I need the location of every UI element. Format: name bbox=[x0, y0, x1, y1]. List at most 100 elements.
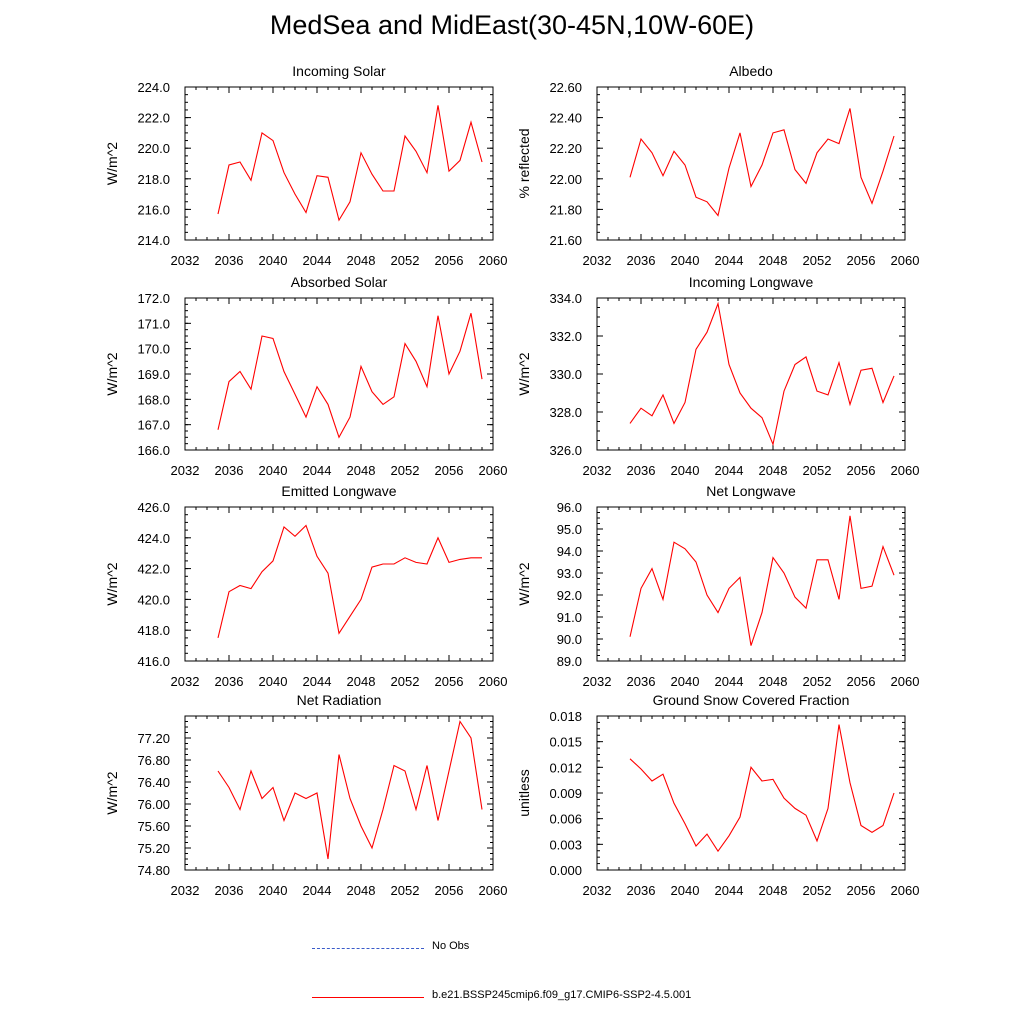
panel-title: Net Longwave bbox=[706, 483, 796, 499]
y-tick-label: 170.0 bbox=[137, 342, 170, 357]
x-tick-label: 2032 bbox=[583, 674, 612, 689]
x-tick-label: 2048 bbox=[347, 883, 376, 898]
y-tick-label: 0.000 bbox=[549, 863, 582, 878]
x-tick-label: 2032 bbox=[171, 463, 200, 478]
x-tick-label: 2056 bbox=[847, 674, 876, 689]
x-tick-label: 2052 bbox=[391, 463, 420, 478]
x-tick-label: 2040 bbox=[671, 883, 700, 898]
x-tick-label: 2052 bbox=[803, 253, 832, 268]
x-tick-label: 2032 bbox=[171, 674, 200, 689]
y-tick-label: 92.0 bbox=[557, 588, 582, 603]
y-tick-label: 222.0 bbox=[137, 111, 170, 126]
series-line bbox=[629, 515, 895, 646]
y-tick-label: 0.003 bbox=[549, 837, 582, 852]
x-tick-label: 2044 bbox=[303, 674, 332, 689]
x-tick-label: 2056 bbox=[435, 463, 464, 478]
x-tick-label: 2036 bbox=[627, 674, 656, 689]
series-line bbox=[629, 108, 895, 217]
x-tick-label: 2052 bbox=[803, 883, 832, 898]
y-tick-label: 77.20 bbox=[137, 731, 170, 746]
y-tick-label: 21.60 bbox=[549, 233, 582, 248]
x-tick-label: 2060 bbox=[891, 674, 920, 689]
y-tick-label: 334.0 bbox=[549, 291, 582, 306]
x-tick-label: 2060 bbox=[479, 253, 508, 268]
x-tick-label: 2056 bbox=[435, 674, 464, 689]
y-tick-label: 420.0 bbox=[137, 592, 170, 607]
x-tick-label: 2032 bbox=[583, 253, 612, 268]
y-axis-label: % reflected bbox=[516, 128, 532, 198]
x-tick-label: 2056 bbox=[847, 463, 876, 478]
y-tick-label: 169.0 bbox=[137, 367, 170, 382]
y-tick-label: 172.0 bbox=[137, 291, 170, 306]
y-tick-label: 332.0 bbox=[549, 329, 582, 344]
series-line bbox=[629, 301, 895, 447]
x-tick-label: 2036 bbox=[215, 253, 244, 268]
chart-panel: Emitted Longwave W/m^2 2032 2036 2040 2044 204… bbox=[104, 483, 507, 689]
y-tick-label: 0.018 bbox=[549, 709, 582, 724]
series-line bbox=[217, 720, 483, 860]
panel-title: Incoming Longwave bbox=[689, 274, 814, 290]
y-axis-label: W/m^2 bbox=[516, 562, 532, 605]
chart-panel: Absorbed Solar W/m^2 2032 2036 2040 2044 2048 2… bbox=[104, 274, 507, 478]
chart-panel: Net Radiation W/m^2 2032 2036 2040 2044 2048 20… bbox=[104, 692, 507, 898]
chart-panel: Albedo % reflected 2032 2036 2040 2044 2048 205… bbox=[516, 63, 919, 268]
x-tick-label: 2048 bbox=[347, 674, 376, 689]
y-tick-label: 91.0 bbox=[557, 610, 582, 625]
plot-frame bbox=[184, 86, 494, 241]
x-tick-label: 2048 bbox=[759, 253, 788, 268]
x-tick-label: 2048 bbox=[347, 463, 376, 478]
x-tick-label: 2032 bbox=[583, 883, 612, 898]
y-tick-label: 96.0 bbox=[557, 500, 582, 515]
legend-label: No Obs bbox=[432, 940, 470, 952]
x-tick-label: 2040 bbox=[259, 253, 288, 268]
y-tick-label: 76.00 bbox=[137, 797, 170, 812]
panel-title: Incoming Solar bbox=[292, 63, 386, 79]
y-tick-label: 76.40 bbox=[137, 775, 170, 790]
x-tick-label: 2052 bbox=[391, 674, 420, 689]
y-axis-label: W/m^2 bbox=[104, 352, 120, 395]
x-tick-label: 2036 bbox=[627, 883, 656, 898]
x-tick-label: 2040 bbox=[671, 463, 700, 478]
x-tick-label: 2044 bbox=[303, 883, 332, 898]
x-tick-label: 2040 bbox=[259, 883, 288, 898]
y-tick-label: 0.015 bbox=[549, 735, 582, 750]
y-tick-label: 167.0 bbox=[137, 418, 170, 433]
chart-panel: Ground Snow Covered Fraction unitless 2032… bbox=[516, 692, 919, 898]
y-tick-label: 93.0 bbox=[557, 566, 582, 581]
x-tick-label: 2036 bbox=[215, 674, 244, 689]
x-tick-label: 2060 bbox=[891, 883, 920, 898]
y-tick-label: 216.0 bbox=[137, 202, 170, 217]
y-tick-label: 426.0 bbox=[137, 500, 170, 515]
y-tick-label: 328.0 bbox=[549, 405, 582, 420]
y-tick-label: 95.0 bbox=[557, 522, 582, 537]
x-tick-label: 2060 bbox=[479, 463, 508, 478]
y-tick-label: 21.80 bbox=[549, 202, 582, 217]
legend-label: b.e21.BSSP245cmip6.f09_g17.CMIP6-SSP2-4.… bbox=[432, 989, 692, 1001]
x-tick-label: 2036 bbox=[627, 463, 656, 478]
series-line bbox=[217, 313, 483, 439]
x-tick-label: 2060 bbox=[479, 883, 508, 898]
y-tick-label: 326.0 bbox=[549, 443, 582, 458]
y-axis-label: W/m^2 bbox=[104, 142, 120, 185]
chart-panel: Net Longwave W/m^2 2032 2036 2040 2044 2048 205… bbox=[516, 483, 919, 689]
y-axis-label: unitless bbox=[516, 769, 532, 816]
figure-title: MedSea and MidEast(30-45N,10W-60E) bbox=[269, 10, 755, 40]
legend-line-solid bbox=[312, 997, 424, 998]
x-tick-label: 2032 bbox=[171, 883, 200, 898]
series-line bbox=[217, 105, 483, 222]
y-tick-label: 76.80 bbox=[137, 753, 170, 768]
x-tick-label: 2036 bbox=[627, 253, 656, 268]
panel-title: Net Radiation bbox=[297, 692, 382, 708]
x-tick-label: 2052 bbox=[803, 674, 832, 689]
x-tick-label: 2044 bbox=[715, 253, 744, 268]
x-tick-label: 2044 bbox=[303, 463, 332, 478]
y-tick-label: 22.20 bbox=[549, 141, 582, 156]
x-tick-label: 2060 bbox=[891, 253, 920, 268]
panel-title: Albedo bbox=[729, 63, 773, 79]
y-axis-label: W/m^2 bbox=[516, 352, 532, 395]
x-tick-label: 2060 bbox=[479, 674, 508, 689]
panel-title: Ground Snow Covered Fraction bbox=[653, 692, 850, 708]
plot-frame bbox=[596, 715, 906, 871]
x-tick-label: 2052 bbox=[391, 883, 420, 898]
